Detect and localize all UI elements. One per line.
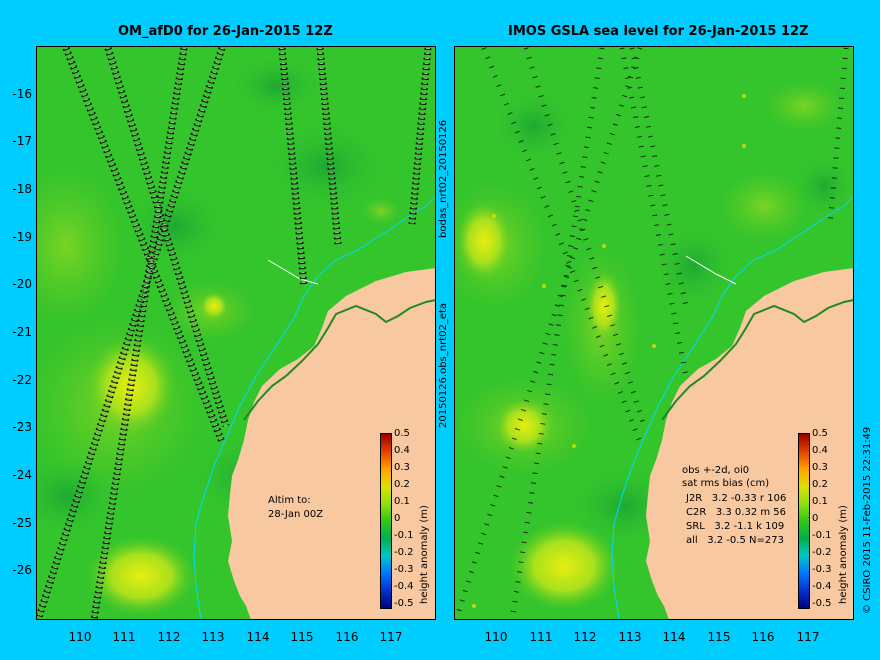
- colorbar-tick: 0.3: [812, 462, 828, 473]
- stats-row: all 3.2 -0.5 N=273: [686, 535, 784, 546]
- lat-tick: -23: [12, 420, 32, 434]
- lon-tick: 112: [157, 630, 181, 644]
- colorbar-tick: 0: [812, 513, 819, 524]
- colorbar-tick: 0: [394, 513, 401, 524]
- lat-tick: -17: [12, 134, 32, 148]
- stats-header-2: sat rms bias (cm): [682, 478, 770, 489]
- left-map: [36, 46, 436, 620]
- lon-tick: 110: [68, 630, 92, 644]
- colorbar-label: height anomaly (m): [838, 505, 849, 604]
- lat-tick: -18: [12, 182, 32, 196]
- colorbar-tick: -0.2: [812, 547, 832, 558]
- lon-tick: 110: [484, 630, 508, 644]
- lon-tick: 117: [379, 630, 403, 644]
- side-label-lower: 20150126.obs_nrt02_eta: [438, 302, 449, 428]
- left-note-line1: Altim to:: [268, 495, 311, 506]
- lon-tick: 116: [335, 630, 359, 644]
- lon-tick: 111: [112, 630, 136, 644]
- colorbar-tick: -0.4: [394, 581, 414, 592]
- colorbar-tick: 0.2: [812, 479, 828, 490]
- colorbar-tick: -0.3: [394, 564, 414, 575]
- stats-row: J2R 3.2 -0.33 r 106: [686, 493, 787, 504]
- lat-tick: -25: [12, 516, 32, 530]
- colorbar-tick: 0.1: [394, 496, 410, 507]
- colorbar-tick: -0.5: [394, 598, 414, 609]
- lon-tick: 114: [662, 630, 686, 644]
- right-map-panel: obs +-2d, oi0 sat rms bias (cm) J2R 3.2 …: [454, 46, 854, 620]
- lon-tick: 117: [796, 630, 820, 644]
- stats-header-1: obs +-2d, oi0: [682, 465, 750, 476]
- lon-tick: 115: [707, 630, 731, 644]
- colorbar-tick: 0.3: [394, 462, 410, 473]
- colorbar-tick: 0.4: [394, 445, 410, 456]
- side-label-upper: bodas_nrt02_20150126: [438, 119, 449, 238]
- colorbar-label: height anomaly (m): [419, 505, 430, 604]
- colorbar-tick: -0.1: [394, 530, 414, 541]
- right-map: [454, 46, 854, 620]
- stats-row: C2R 3.3 0.32 m 56: [686, 507, 786, 518]
- left-note-line2: 28-Jan 00Z: [268, 509, 324, 520]
- lat-tick: -26: [12, 563, 32, 577]
- right-observation-tracks: [454, 47, 849, 620]
- stats-row: SRL 3.2 -1.1 k 109: [686, 521, 785, 532]
- lat-tick: -20: [12, 277, 32, 291]
- lat-tick: -16: [12, 87, 32, 101]
- lon-tick: 112: [573, 630, 597, 644]
- lon-tick: 115: [290, 630, 314, 644]
- lon-tick: 114: [246, 630, 270, 644]
- colorbar-tick: 0.1: [812, 496, 828, 507]
- credit-label: © CSIRO 2015 11-Feb-2015 22:31:49: [862, 426, 873, 614]
- right-panel-title: IMOS GSLA sea level for 26-Jan-2015 12Z: [508, 24, 809, 39]
- left-map-panel: Altim to: 28-Jan 00Z: [36, 46, 436, 620]
- colorbar-tick: 0.5: [812, 428, 828, 439]
- colorbar-tick: -0.3: [812, 564, 832, 575]
- lon-tick: 116: [751, 630, 775, 644]
- lat-tick: -24: [12, 468, 32, 482]
- left-panel-title: OM_afD0 for 26-Jan-2015 12Z: [118, 24, 333, 39]
- lat-tick: -21: [12, 325, 32, 339]
- lat-tick: -22: [12, 373, 32, 387]
- colorbar-tick: -0.4: [812, 581, 832, 592]
- lon-tick: 113: [618, 630, 642, 644]
- colorbar-tick: -0.2: [394, 547, 414, 558]
- colorbar-tick: 0.4: [812, 445, 828, 456]
- colorbar-tick: -0.1: [812, 530, 832, 541]
- colorbar-tick: 0.5: [394, 428, 410, 439]
- lat-tick: -19: [12, 230, 32, 244]
- colorbar-tick: -0.5: [812, 598, 832, 609]
- lon-tick: 113: [201, 630, 225, 644]
- lon-tick: 111: [529, 630, 553, 644]
- colorbar-tick: 0.2: [394, 479, 410, 490]
